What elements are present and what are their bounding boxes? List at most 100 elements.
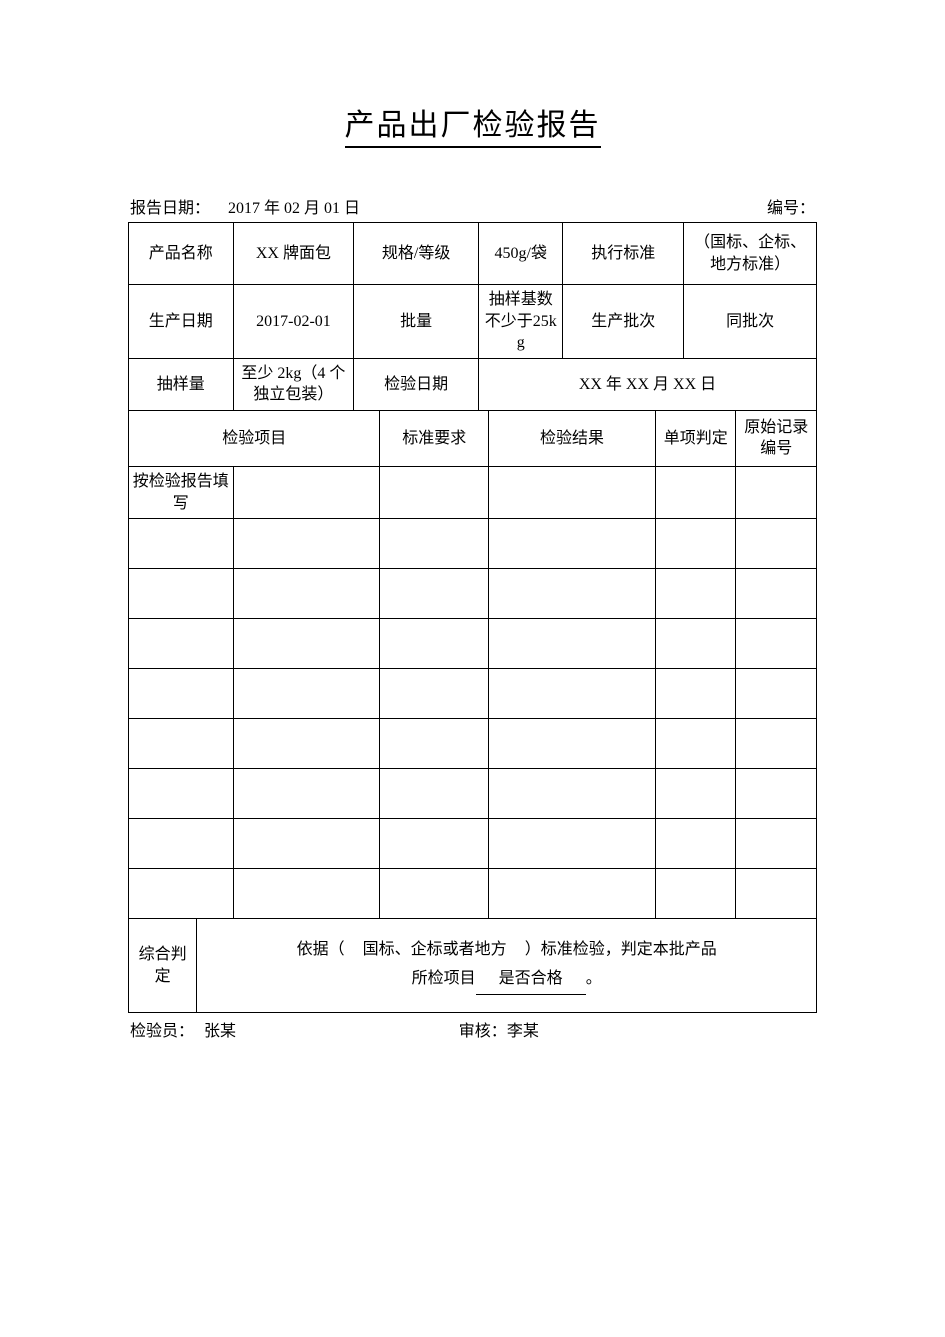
item-record-no <box>736 466 817 518</box>
item-name <box>129 869 234 919</box>
spec-label: 规格/等级 <box>354 223 479 285</box>
final-basis: 国标、企标或者地方 <box>363 941 507 958</box>
inspector-value: 张某 <box>204 1023 236 1040</box>
item-record-no <box>736 869 817 919</box>
final-label: 综合判定 <box>129 919 197 1013</box>
hdr-requirement: 标准要求 <box>380 410 489 466</box>
item-judgement <box>655 869 735 919</box>
item-blank <box>233 769 380 819</box>
batch-label: 批量 <box>354 285 479 359</box>
standard-label: 执行标准 <box>563 223 684 285</box>
final-text-cell: 依据（国标、企标或者地方）标准检验，判定本批产品 所检项目是否合格。 <box>197 919 817 1013</box>
report-table: 产品名称 XX 牌面包 规格/等级 450g/袋 执行标准 （国标、企标、地方标… <box>128 222 817 1013</box>
item-name <box>129 619 234 669</box>
item-row <box>129 669 817 719</box>
item-record-no <box>736 519 817 569</box>
batch-value: 抽样基数不少于25kg <box>478 285 562 359</box>
item-blank <box>233 869 380 919</box>
item-judgement <box>655 569 735 619</box>
final-text: 依据（国标、企标或者地方）标准检验，判定本批产品 所检项目是否合格。 <box>199 936 814 995</box>
hdr-judgement: 单项判定 <box>655 410 735 466</box>
item-requirement <box>380 869 489 919</box>
item-result <box>489 619 656 669</box>
prod-date-value: 2017-02-01 <box>233 285 354 359</box>
prod-batch-value: 同批次 <box>684 285 817 359</box>
item-result <box>489 519 656 569</box>
footer-row: 检验员：张某 审核：李某 <box>128 1017 817 1041</box>
item-name: 按检验报告填写 <box>129 466 234 518</box>
report-date: 报告日期：2017 年 02 月 01 日 <box>130 194 360 218</box>
item-record-no <box>736 619 817 669</box>
page-container: 产品出厂检验报告 报告日期：2017 年 02 月 01 日 编号： 产品名称 <box>0 0 945 1041</box>
page-title: 产品出厂检验报告 <box>128 100 817 144</box>
final-line2-before: 所检项目 <box>412 970 476 987</box>
serial-number: 编号： <box>767 194 815 218</box>
item-record-no <box>736 719 817 769</box>
product-name-value: XX 牌面包 <box>233 223 354 285</box>
reviewer-label: 审核： <box>459 1023 507 1040</box>
meta-row: 报告日期：2017 年 02 月 01 日 编号： <box>128 194 817 218</box>
product-name-label: 产品名称 <box>129 223 234 285</box>
hdr-item: 检验项目 <box>129 410 380 466</box>
item-judgement <box>655 466 735 518</box>
item-blank <box>233 719 380 769</box>
sample-qty-label: 抽样量 <box>129 358 234 410</box>
final-result: 是否合格 <box>476 965 586 995</box>
report-date-value: 2017 年 02 月 01 日 <box>228 200 360 217</box>
item-name <box>129 519 234 569</box>
item-requirement <box>380 819 489 869</box>
item-requirement <box>380 669 489 719</box>
item-result <box>489 769 656 819</box>
item-name <box>129 819 234 869</box>
item-blank <box>233 569 380 619</box>
item-row <box>129 569 817 619</box>
info-row-1: 产品名称 XX 牌面包 规格/等级 450g/袋 执行标准 （国标、企标、地方标… <box>129 223 817 285</box>
item-record-no <box>736 669 817 719</box>
item-name <box>129 769 234 819</box>
item-blank <box>233 669 380 719</box>
reviewer-value: 李某 <box>507 1023 539 1040</box>
item-name <box>129 569 234 619</box>
hdr-record-no: 原始记录编号 <box>736 410 817 466</box>
prod-date-label: 生产日期 <box>129 285 234 359</box>
items-header-row: 检验项目 标准要求 检验结果 单项判定 原始记录编号 <box>129 410 817 466</box>
item-record-no <box>736 819 817 869</box>
item-requirement <box>380 769 489 819</box>
inspect-date-value: XX 年 XX 月 XX 日 <box>478 358 816 410</box>
prod-batch-label: 生产批次 <box>563 285 684 359</box>
spec-value: 450g/袋 <box>478 223 562 285</box>
item-row <box>129 819 817 869</box>
inspect-date-label: 检验日期 <box>354 358 479 410</box>
final-judgement-row: 综合判定 依据（国标、企标或者地方）标准检验，判定本批产品 所检项目是否合格。 <box>129 919 817 1013</box>
item-result <box>489 819 656 869</box>
item-requirement <box>380 466 489 518</box>
info-row-2: 生产日期 2017-02-01 批量 抽样基数不少于25kg 生产批次 同批次 <box>129 285 817 359</box>
item-result <box>489 569 656 619</box>
item-blank <box>233 819 380 869</box>
item-record-no <box>736 569 817 619</box>
item-row <box>129 869 817 919</box>
item-judgement <box>655 619 735 669</box>
standard-value: （国标、企标、地方标准） <box>684 223 817 285</box>
hdr-result: 检验结果 <box>489 410 656 466</box>
item-blank <box>233 519 380 569</box>
serial-label: 编号： <box>767 200 815 217</box>
sample-qty-value: 至少 2kg（4 个独立包装） <box>233 358 354 410</box>
reviewer: 审核：李某 <box>459 1017 815 1041</box>
item-judgement <box>655 519 735 569</box>
item-row <box>129 719 817 769</box>
item-judgement <box>655 669 735 719</box>
item-requirement <box>380 519 489 569</box>
item-name <box>129 719 234 769</box>
item-judgement <box>655 819 735 869</box>
item-blank <box>233 466 380 518</box>
item-result <box>489 669 656 719</box>
item-judgement <box>655 719 735 769</box>
item-record-no <box>736 769 817 819</box>
item-row: 按检验报告填写 <box>129 466 817 518</box>
item-requirement <box>380 569 489 619</box>
item-requirement <box>380 719 489 769</box>
item-blank <box>233 619 380 669</box>
title-text: 产品出厂检验报告 <box>345 109 601 148</box>
final-before: 依据（ <box>297 941 345 958</box>
